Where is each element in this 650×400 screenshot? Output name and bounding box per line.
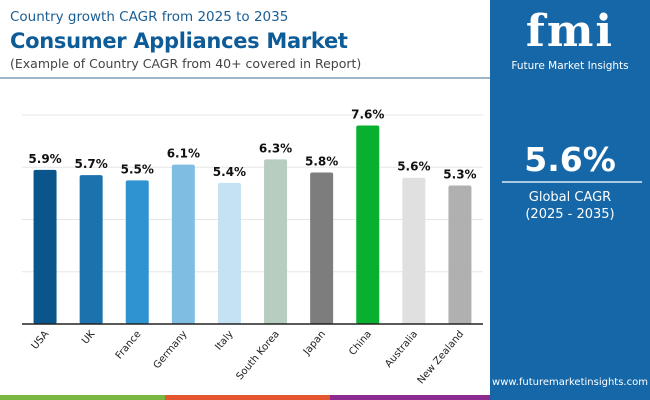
footer-band-green — [0, 395, 165, 400]
logo-text: Future Market Insights — [511, 60, 629, 72]
bar-south-korea — [264, 159, 288, 324]
bar-usa — [33, 169, 57, 324]
chart-title: Consumer Appliances Market — [10, 29, 348, 53]
data-label: 5.3% — [443, 168, 476, 182]
chart-supertitle: Country growth CAGR from 2025 to 2035 — [10, 9, 289, 25]
bar-germany — [171, 164, 195, 324]
divider — [0, 77, 490, 79]
x-tick-label: South Korea — [234, 329, 281, 382]
summary-panel: fmi Future Market Insights 5.6% Global C… — [490, 0, 650, 400]
x-tick-label: Japan — [301, 329, 328, 358]
global-cagr-value: 5.6% — [524, 140, 616, 179]
data-label: 5.4% — [213, 165, 246, 179]
data-label: 5.5% — [121, 162, 154, 176]
chart-subtitle: (Example of Country CAGR from 40+ covere… — [10, 56, 362, 71]
bar-chart: 5.9% USA 5.7% UK 5.5% France 6.1% Germany 5.4% It… — [22, 107, 483, 386]
data-label: 5.8% — [305, 154, 338, 168]
bar-new-zealand — [448, 185, 472, 324]
bar-italy — [217, 182, 241, 324]
data-label: 7.6% — [351, 107, 384, 121]
x-tick-label: Italy — [213, 329, 235, 353]
global-cagr-label: Global CAGR — [528, 190, 612, 205]
x-tick-label: UK — [80, 329, 98, 347]
data-label: 6.3% — [259, 141, 292, 155]
x-tick-label: Germany — [152, 329, 190, 371]
data-label: 5.9% — [28, 152, 61, 166]
x-tick-label: USA — [30, 329, 52, 352]
data-label: 5.7% — [75, 157, 108, 171]
x-tick-label: New Zealand — [416, 329, 467, 386]
x-tick-label: China — [347, 329, 374, 358]
data-label: 5.6% — [397, 160, 430, 174]
bar-uk — [79, 175, 103, 324]
website-url: www.futuremarketinsights.com — [492, 377, 648, 388]
footer-band-orange — [165, 395, 330, 400]
global-cagr-period: (2025 - 2035) — [525, 207, 615, 222]
data-label: 6.1% — [167, 147, 200, 161]
x-tick-label: France — [114, 329, 144, 362]
x-tick-label: Australia — [383, 329, 420, 370]
bar-australia — [402, 177, 426, 324]
bar-china — [356, 125, 380, 324]
bar-france — [125, 180, 149, 324]
bar-japan — [310, 172, 334, 324]
footer-band-purple — [330, 395, 490, 400]
divider — [502, 181, 642, 183]
fmi-logo: fmi — [525, 6, 615, 57]
